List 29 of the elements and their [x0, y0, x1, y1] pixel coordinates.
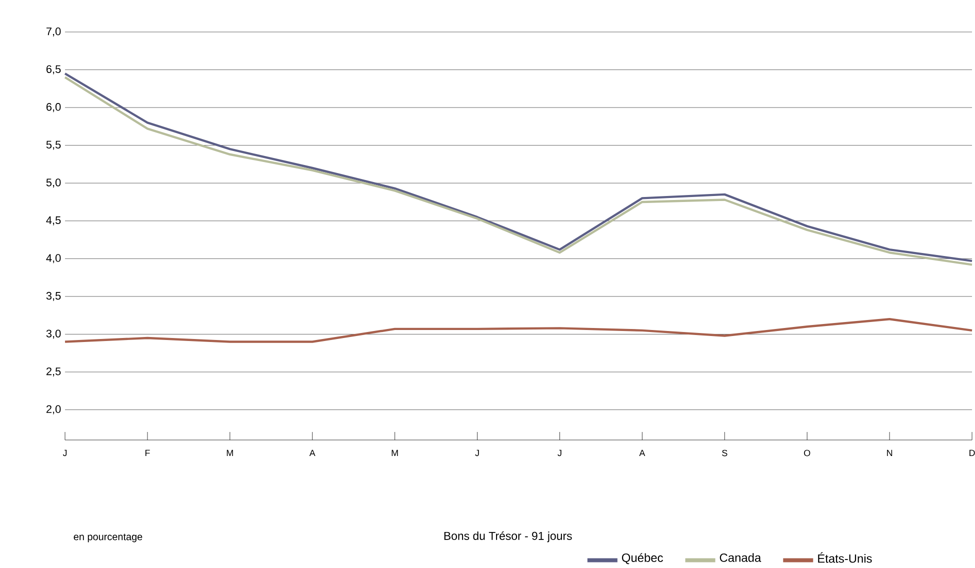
legend-label: Québec	[622, 553, 663, 564]
y-tick-label: 2,5	[46, 367, 61, 377]
y-tick-label: 3,0	[46, 330, 61, 339]
line-series	[64, 318, 974, 343]
y-tick-label: 3,5	[46, 292, 61, 301]
y-tick-label: 5,0	[46, 178, 61, 188]
y-tick-label: 4,5	[46, 216, 61, 226]
legend-label: Canada	[720, 553, 762, 562]
legend-label: États-Unis	[818, 552, 872, 563]
x-tick-label: M	[226, 450, 233, 456]
y-tick-label: 7,0	[46, 27, 61, 37]
x-tick-label: O	[804, 450, 810, 456]
y-tick-label: 2,0	[46, 405, 61, 414]
legend-title: Bons du Trésor - 91 jours	[444, 531, 572, 542]
x-tick-label: F	[145, 450, 150, 456]
x-tick-label: J	[62, 450, 67, 456]
text: en pourcentage	[74, 534, 142, 542]
x-tick-label: A	[639, 450, 646, 456]
x-tick-label: A	[309, 450, 316, 456]
y-tick-label: 4,0	[46, 254, 61, 264]
x-tick-label: J	[558, 450, 562, 456]
x-tick-label: S	[722, 450, 728, 456]
x-tick-label: M	[392, 450, 398, 456]
y-tick-label: 5,5	[46, 140, 61, 150]
x-tick-label: D	[970, 450, 975, 456]
x-tick-label: N	[887, 450, 892, 456]
y-tick-label: 6,0	[46, 103, 61, 112]
x-tick-label: J	[475, 450, 479, 456]
y-tick-label: 6,5	[46, 65, 61, 74]
